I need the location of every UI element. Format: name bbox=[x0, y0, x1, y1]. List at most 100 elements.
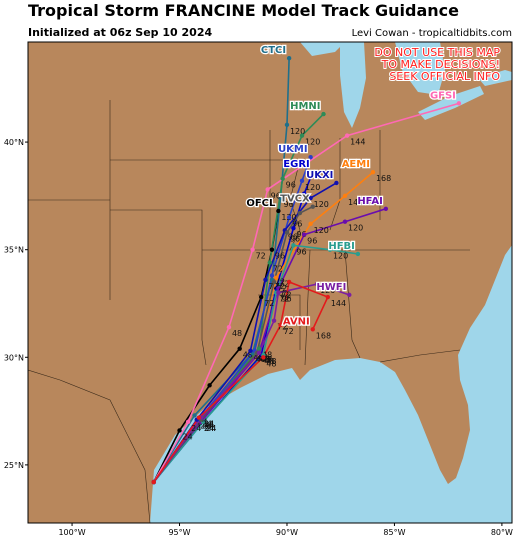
forecast-hour: 96 bbox=[296, 247, 306, 256]
model-name: HFAI bbox=[357, 196, 383, 207]
lake-michigan bbox=[340, 42, 366, 128]
forecast-hour: 120 bbox=[314, 200, 329, 209]
forecast-hour: 48 bbox=[264, 357, 274, 366]
x-tick-label: 95°W bbox=[168, 528, 190, 537]
track-point bbox=[196, 415, 202, 420]
track-point bbox=[310, 204, 315, 209]
track-point bbox=[237, 346, 242, 351]
title: Tropical Storm FRANCINE Model Track Guid… bbox=[28, 1, 459, 20]
track-point bbox=[456, 101, 462, 106]
forecast-hour: 96 bbox=[292, 219, 302, 228]
track-point bbox=[321, 111, 326, 117]
model-name: TVCX bbox=[280, 194, 310, 205]
track-point bbox=[271, 279, 277, 285]
track-point bbox=[299, 178, 305, 184]
track-point bbox=[258, 294, 264, 300]
forecast-hour: 72 bbox=[284, 327, 294, 336]
forecast-hour: 96 bbox=[296, 230, 306, 239]
track-point bbox=[310, 170, 315, 175]
forecast-hour: 72 bbox=[275, 278, 285, 287]
forecast-hour: 24 bbox=[206, 424, 216, 433]
forecast-hour: 24 bbox=[204, 424, 214, 433]
track-point bbox=[267, 260, 272, 265]
track-point bbox=[308, 221, 313, 227]
track-point bbox=[342, 219, 348, 224]
track-point bbox=[301, 232, 307, 237]
model-name: UKXI bbox=[306, 170, 333, 181]
forecast-hour: 24 bbox=[204, 424, 214, 433]
track-point bbox=[286, 55, 292, 61]
forecast-hour: 72 bbox=[281, 290, 291, 299]
track-point bbox=[297, 210, 303, 216]
forecast-hour: 96 bbox=[288, 232, 298, 241]
y-tick-label: 25°N bbox=[4, 461, 24, 470]
subtitle: Initialized at 06z Sep 10 2024 bbox=[28, 26, 212, 39]
forecast-hour: 72 bbox=[277, 284, 287, 293]
track-point bbox=[308, 154, 313, 160]
track-point bbox=[269, 273, 275, 278]
axes: 100°W 95°W 90°W 85°W 80°W 25°N 30°N 35°N 40°N bbox=[4, 138, 513, 537]
y-tick-label: 40°N bbox=[4, 138, 24, 147]
track-point bbox=[291, 225, 296, 231]
model-name: GFSI bbox=[430, 90, 456, 101]
forecast-hour: 72 bbox=[273, 265, 283, 274]
track-point bbox=[301, 191, 307, 196]
forecast-hour: 24 bbox=[206, 424, 216, 433]
forecast-hour: 144 bbox=[331, 299, 346, 308]
forecast-hour: 120 bbox=[320, 286, 335, 295]
track-point bbox=[383, 206, 389, 211]
track-point bbox=[286, 279, 292, 285]
forecast-hour: 144 bbox=[348, 198, 363, 207]
lake-huron bbox=[395, 42, 445, 95]
lake-ontario bbox=[478, 70, 512, 86]
forecast-hour: 144 bbox=[350, 138, 365, 147]
y-tick-label: 35°N bbox=[4, 246, 24, 255]
track-point bbox=[269, 247, 275, 252]
forecast-hour: 24 bbox=[204, 422, 214, 431]
forecast-hour: 72 bbox=[279, 295, 289, 304]
credit: Levi Cowan - tropicaltidbits.com bbox=[352, 28, 512, 39]
forecast-hour: 120 bbox=[305, 183, 320, 192]
borders bbox=[28, 100, 470, 523]
warning-line: DO NOT USE THIS MAP bbox=[374, 46, 500, 59]
forecast-hour: 96 bbox=[275, 252, 285, 261]
track-point bbox=[207, 383, 212, 388]
forecast-hour: 96 bbox=[284, 200, 294, 209]
track-point bbox=[271, 318, 277, 323]
track-point bbox=[185, 419, 191, 425]
model-name: HMNI bbox=[290, 101, 320, 112]
forecast-hour: 120 bbox=[348, 224, 363, 233]
track-point bbox=[276, 208, 281, 214]
model-name: OFCL bbox=[246, 198, 276, 209]
forecast-hour: 96 bbox=[290, 234, 300, 243]
track-point bbox=[347, 292, 352, 298]
track-point bbox=[256, 346, 262, 351]
forecast-hour: 96 bbox=[286, 181, 296, 190]
forecast-hour: 48 bbox=[266, 357, 276, 366]
forecast-hour: 96 bbox=[307, 237, 317, 246]
map: 2448729612024487296120244872961202448729… bbox=[28, 42, 512, 523]
forecast-hour: 168 bbox=[316, 331, 331, 340]
track-point bbox=[310, 327, 315, 332]
forecast-hour: 96 bbox=[281, 295, 291, 304]
forecast-hour: 24 bbox=[183, 432, 193, 441]
track-point bbox=[342, 193, 348, 199]
track-point bbox=[370, 170, 376, 175]
track-point bbox=[291, 243, 296, 248]
track-point bbox=[250, 247, 255, 252]
track-point bbox=[278, 195, 283, 201]
forecast-hour: 72 bbox=[277, 323, 287, 332]
model-name: AVNI bbox=[283, 316, 310, 327]
forecast-hour: 72 bbox=[264, 299, 274, 308]
warning-line: SEEK OFFICIAL INFO bbox=[389, 70, 500, 83]
track-point bbox=[151, 479, 156, 485]
forecast-hour: 96 bbox=[271, 191, 281, 200]
forecast-hour: 72 bbox=[279, 280, 289, 289]
track-point bbox=[263, 277, 268, 283]
track-point bbox=[327, 247, 333, 252]
forecast-hour: 168 bbox=[376, 174, 391, 183]
lake-superior bbox=[300, 42, 345, 56]
forecast-hour: 120 bbox=[333, 252, 348, 261]
tracks: 2448729612024487296120244872961202448729… bbox=[151, 44, 462, 485]
